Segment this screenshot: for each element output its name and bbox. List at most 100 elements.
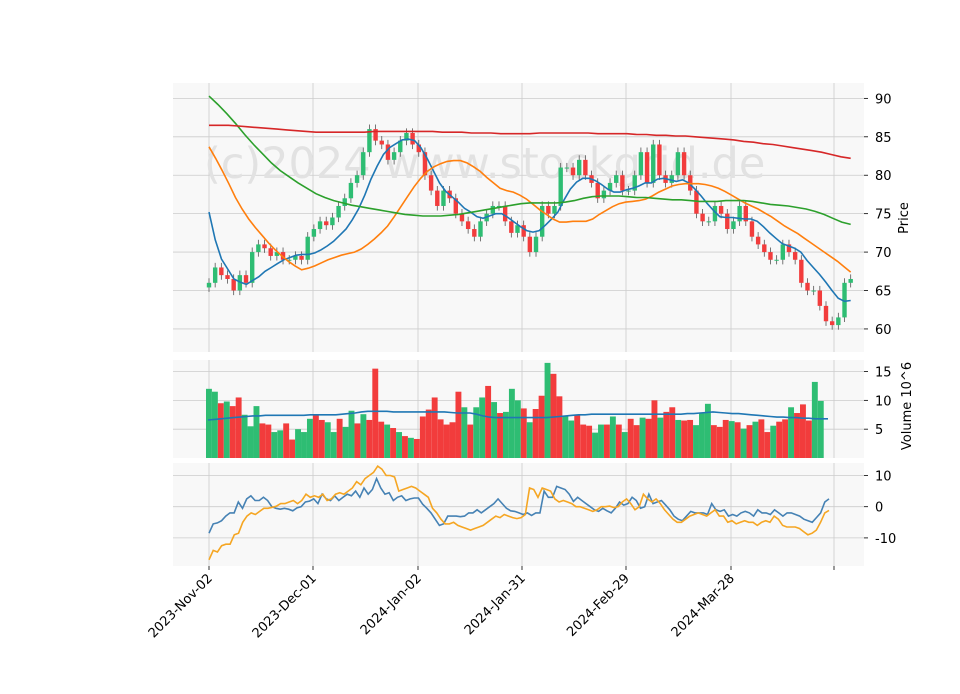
- candle: [527, 236, 533, 253]
- candle: [539, 205, 545, 237]
- volume-bar: [794, 413, 800, 458]
- candle: [249, 252, 255, 283]
- x-tick-label: 2024-Jan-02: [358, 571, 425, 638]
- volume-bar: [758, 419, 765, 458]
- volume-bar: [211, 391, 218, 458]
- candle: [502, 205, 508, 222]
- ma-longest-line: [209, 124, 851, 160]
- price-axis-label: Price: [897, 202, 912, 234]
- candle: [755, 236, 761, 245]
- volume-bar: [283, 423, 290, 458]
- volume-bar: [615, 424, 622, 458]
- candle: [718, 205, 724, 214]
- volume-bar: [580, 424, 587, 458]
- candle: [817, 290, 823, 306]
- candle: [231, 278, 236, 291]
- volume-bar: [301, 432, 307, 458]
- volume-bar: [699, 413, 705, 458]
- volume-bar: [253, 406, 260, 458]
- candle: [638, 152, 644, 176]
- candle: [700, 213, 705, 222]
- candle: [515, 225, 520, 233]
- candle: [243, 275, 249, 283]
- candle: [774, 259, 779, 261]
- candle: [725, 213, 730, 230]
- volume-bar: [651, 400, 658, 458]
- candle: [706, 221, 711, 223]
- ma-short-line: [208, 138, 851, 303]
- volume-bar: [503, 411, 509, 458]
- volume-bar: [752, 421, 759, 458]
- volume-bar: [342, 426, 349, 458]
- volume-bar: [425, 409, 432, 458]
- candle: [219, 267, 224, 276]
- watermark: (c)2024 www.stockgrid.de: [204, 139, 765, 189]
- volume-bar: [681, 420, 688, 458]
- x-tick-label: 2024-Jan-31: [462, 571, 529, 638]
- candle: [317, 221, 323, 230]
- candle: [490, 205, 496, 214]
- 2-tick-label: -10: [875, 532, 896, 547]
- candle: [577, 159, 582, 176]
- volume-bar: [413, 438, 420, 458]
- candle: [786, 244, 792, 253]
- candle: [743, 205, 748, 222]
- candle: [354, 175, 360, 183]
- 0-tick-label: 80: [875, 169, 892, 184]
- ma-long-line: [208, 95, 851, 226]
- 1-tick-label: 15: [875, 366, 892, 381]
- candle: [299, 255, 304, 260]
- candle: [373, 129, 378, 141]
- volume-bar: [455, 391, 462, 458]
- volume-bar: [598, 424, 604, 458]
- candle: [601, 190, 607, 199]
- candle: [799, 259, 804, 283]
- volume-bar: [716, 426, 723, 458]
- candle: [737, 205, 742, 222]
- candle: [570, 167, 576, 176]
- volume-bar: [372, 368, 379, 458]
- volume-bar: [354, 423, 361, 458]
- volume-bar: [229, 406, 236, 458]
- oscillator-line-2: [208, 464, 830, 561]
- x-tick-label: 2023-Dec-01: [250, 571, 320, 641]
- volume-axis-label: Volume 10^6: [900, 362, 915, 450]
- volume-bar: [366, 419, 373, 458]
- volume-bar: [306, 418, 313, 458]
- x-tick-label: 2024-Mar-28: [669, 571, 738, 640]
- oscillator-panel: [173, 463, 864, 566]
- volume-bar: [449, 422, 456, 458]
- volume-bar: [776, 421, 783, 458]
- volume-bar: [514, 400, 521, 458]
- volume-bar: [800, 404, 806, 458]
- volume-bar: [740, 428, 747, 458]
- volume-bar: [788, 407, 795, 458]
- candle: [287, 259, 292, 261]
- candle: [336, 205, 341, 218]
- candle: [805, 282, 810, 291]
- candle: [293, 255, 298, 260]
- candle: [712, 205, 718, 222]
- 1-tick-label: 10: [875, 394, 892, 409]
- volume-bar: [407, 437, 414, 458]
- volume-bar: [817, 400, 824, 458]
- candle: [675, 152, 681, 176]
- volume-bar: [710, 425, 717, 458]
- volume-bar: [811, 381, 818, 458]
- candle: [410, 132, 415, 145]
- candle: [459, 213, 465, 222]
- volume-bar: [396, 432, 402, 458]
- volume-bar: [562, 416, 569, 458]
- candle: [749, 221, 755, 237]
- volume-bar: [277, 430, 284, 458]
- candle: [632, 175, 637, 191]
- volume-bar: [520, 408, 527, 458]
- volume-bar: [318, 419, 325, 458]
- candle: [509, 221, 514, 233]
- volume-ma-line: [207, 410, 828, 421]
- candle: [829, 321, 835, 326]
- volume-bar: [764, 432, 771, 458]
- candle: [391, 152, 397, 160]
- volume-bar: [550, 373, 557, 458]
